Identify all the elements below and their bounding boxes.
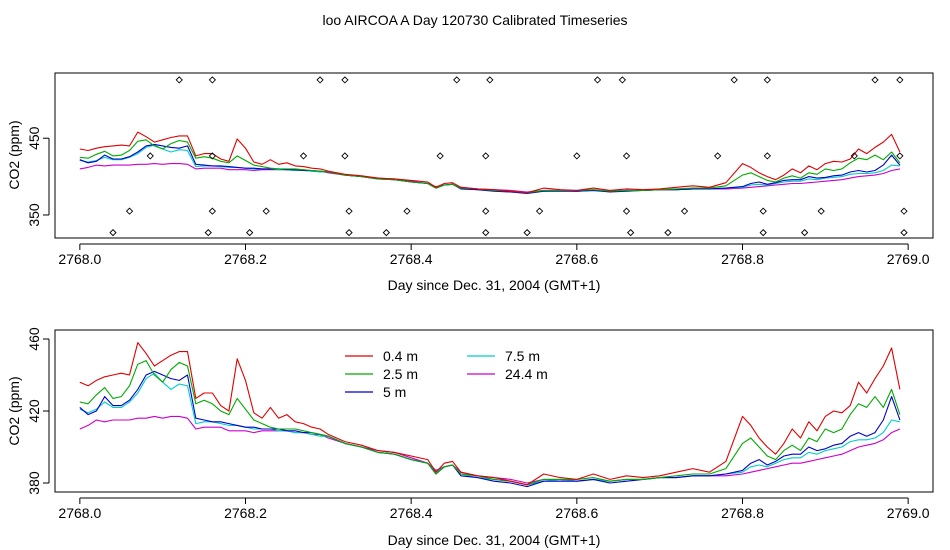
panel-bottom-x-label: Day since Dec. 31, 2004 (GMT+1) (388, 532, 601, 548)
panel-top-diamond-marker (622, 152, 631, 160)
panel-top: 2768.0 2768.2 2768.4 2768.6 2768.8 2769.0 350… (6, 72, 934, 293)
panel-top-diamond-marker (246, 228, 254, 237)
panel-top-diamond-marker (146, 152, 154, 160)
panel-top-diamond-marker (299, 152, 308, 160)
legend-label-0-4-m: 0.4 m (383, 348, 418, 364)
panel-top-x-axis: 2768.0 2768.2 2768.4 2768.6 2768.8 2769.0 (58, 243, 930, 267)
panel-top-diamond-marker (800, 228, 809, 237)
panel-top-diamond-marker (763, 152, 771, 160)
panel-top-y-label: CO2 (ppm) (6, 120, 22, 189)
panel-top-diamond-marker (523, 228, 531, 237)
panel-top-x-tick-label: 2768.0 (58, 251, 101, 267)
legend-label-2-5-m: 2.5 m (383, 366, 418, 382)
panel-top-diamond-marker (593, 76, 602, 84)
panel-top-x-tick-label: 2769.0 (887, 251, 930, 267)
panel-top-diamond-marker (482, 228, 490, 237)
panel-top-diamond-marker (403, 207, 411, 215)
panel-top-series-2-5-m-line (79, 139, 901, 194)
panel-bottom: 2768.0 2768.2 2768.4 2768.6 2768.8 2769.0 380… (6, 327, 934, 548)
panel-top-series-0-4-m-line (79, 131, 901, 194)
panel-bottom-x-tick-label: 2768.4 (390, 505, 433, 521)
panel-bottom-x-axis: 2768.0 2768.2 2768.4 2768.6 2768.8 2769.0 (58, 497, 930, 521)
legend-label-5-m: 5 m (383, 384, 406, 400)
panel-top-diamond-marker (664, 228, 672, 237)
panel-top-diamond-marker (262, 207, 270, 215)
panel-top-y-tick-label: 350 (26, 203, 42, 227)
panel-top-diamond-marker (125, 207, 134, 215)
legend-label-7-5-m: 7.5 m (505, 348, 540, 364)
panel-top-diamond-marker (345, 228, 353, 237)
panel-top-diamond-marker (618, 76, 627, 84)
panel-bottom-y-tick-label: 420 (26, 399, 42, 423)
panel-top-diamond-marker (900, 207, 908, 215)
panel-bottom-x-tick-label: 2768.0 (58, 505, 101, 521)
panel-top-diamond-marker (900, 228, 908, 237)
panel-top-x-tick-label: 2768.4 (390, 251, 433, 267)
panel-top-x-tick-label: 2768.2 (224, 251, 267, 267)
panel-bottom-series-0-4-m-line (79, 342, 901, 486)
panel-top-y-tick-label: 450 (26, 126, 42, 150)
panel-bottom-x-tick-label: 2769.0 (887, 505, 930, 521)
panel-top-diamond-marker (759, 207, 767, 215)
panel-bottom-x-tick-label: 2768.8 (721, 505, 764, 521)
panel-top-diamond-marker (453, 76, 461, 84)
panel-top-diamond-marker (486, 76, 494, 84)
panel-bottom-y-tick-label: 380 (26, 471, 42, 495)
panel-top-frame (54, 72, 934, 239)
panel-top-diamond-marker (482, 152, 490, 160)
panel-top-diamond-marker (622, 207, 631, 215)
panel-bottom-plot-area (79, 342, 901, 488)
panel-top-diamond-marker (714, 152, 722, 160)
panel-top-diamond-marker (482, 207, 490, 215)
legend-label-24-4-m: 24.4 m (505, 366, 548, 382)
panel-top-diamond-marker (817, 207, 825, 215)
panel-top-diamond-marker (627, 228, 635, 237)
panel-top-diamond-marker (109, 228, 117, 237)
panel-top-diamond-marker (871, 76, 879, 84)
panel-top-plot-area (79, 76, 908, 237)
panel-top-diamond-marker (680, 207, 689, 215)
legend: 0.4 m 2.5 m 5 m 7.5 m 24.4 m (345, 348, 548, 400)
panel-top-diamond-marker (175, 76, 183, 84)
panel-bottom-y-label: CO2 (ppm) (6, 376, 22, 445)
panel-top-diamond-marker (316, 76, 324, 84)
panel-top-diamond-marker (208, 76, 217, 84)
panel-bottom-x-tick-label: 2768.2 (224, 505, 267, 521)
panel-bottom-y-axis: 380 420 460 (26, 327, 50, 495)
panel-top-diamond-marker (341, 76, 349, 84)
panel-bottom-frame (54, 329, 934, 493)
panel-top-diamond-marker (341, 152, 349, 160)
panel-top-diamond-marker (730, 76, 738, 84)
panel-top-diamond-marker (208, 152, 217, 160)
panel-top-x-tick-label: 2768.6 (555, 251, 598, 267)
panel-top-diamond-marker (759, 228, 767, 237)
panel-bottom-y-tick-label: 460 (26, 327, 42, 351)
panel-top-diamond-marker (436, 152, 444, 160)
figure-title: loo AIRCOA A Day 120730 Calibrated Times… (322, 12, 627, 28)
panel-bottom-series-2-5-m-line (79, 360, 901, 486)
panel-top-diamond-marker (345, 207, 353, 215)
panel-top-y-axis: 350 450 (26, 126, 50, 227)
panel-top-x-tick-label: 2768.8 (721, 251, 764, 267)
panel-top-diamond-marker (850, 152, 858, 160)
panel-top-diamond-marker (382, 228, 390, 237)
panel-top-diamond-marker (896, 76, 904, 84)
panel-top-diamond-marker (535, 207, 544, 215)
panel-top-diamond-marker (763, 76, 771, 84)
panel-top-diamond-marker (208, 207, 217, 215)
panel-bottom-x-tick-label: 2768.6 (555, 505, 598, 521)
panel-top-x-label: Day since Dec. 31, 2004 (GMT+1) (388, 277, 601, 293)
panel-top-diamond-marker (204, 228, 212, 237)
panel-top-diamond-marker (896, 152, 904, 160)
panel-top-diamond-marker (573, 152, 581, 160)
